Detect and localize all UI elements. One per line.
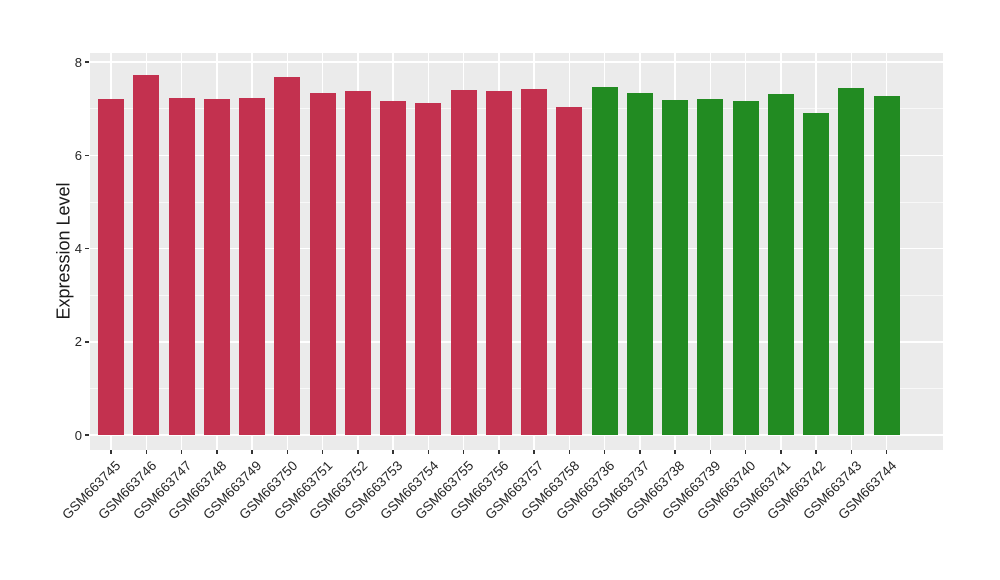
x-tick-mark bbox=[850, 450, 853, 454]
x-tick-mark bbox=[216, 450, 218, 454]
x-tick-mark bbox=[780, 450, 782, 454]
minor-gridline bbox=[90, 387, 943, 389]
bar-GSM663741 bbox=[767, 93, 794, 435]
x-tick-mark bbox=[639, 450, 641, 454]
major-gridline bbox=[90, 247, 943, 250]
x-tick-mark bbox=[568, 450, 571, 454]
y-tick-mark bbox=[85, 341, 89, 343]
y-tick-label: 6 bbox=[74, 147, 82, 163]
bar-GSM663754 bbox=[415, 103, 442, 435]
x-tick-mark bbox=[462, 450, 465, 454]
y-tick-label: 4 bbox=[74, 241, 82, 257]
x-tick-mark bbox=[533, 450, 535, 454]
bar-GSM663744 bbox=[873, 96, 900, 435]
bar-GSM663736 bbox=[591, 86, 618, 435]
bar-GSM663740 bbox=[732, 100, 759, 435]
major-gridline bbox=[90, 341, 943, 343]
bar-GSM663756 bbox=[485, 91, 512, 435]
bar-GSM663751 bbox=[309, 93, 336, 435]
y-tick-mark bbox=[85, 434, 89, 436]
x-tick-mark bbox=[603, 450, 606, 454]
x-tick-mark bbox=[674, 450, 676, 454]
bar-GSM663747 bbox=[168, 97, 195, 435]
plot-panel bbox=[90, 53, 943, 450]
x-tick-mark bbox=[392, 450, 394, 454]
x-tick-mark bbox=[180, 450, 183, 454]
y-tick-mark bbox=[85, 247, 89, 250]
minor-gridline bbox=[90, 294, 943, 296]
minor-gridline bbox=[90, 201, 943, 203]
bar-GSM663743 bbox=[838, 88, 865, 435]
bar-GSM663737 bbox=[626, 93, 653, 435]
bar-GSM663748 bbox=[203, 99, 230, 435]
major-gridline bbox=[90, 434, 943, 436]
bar-GSM663749 bbox=[239, 98, 266, 435]
x-tick-mark bbox=[286, 450, 289, 454]
y-tick-label: 0 bbox=[74, 427, 82, 443]
y-tick-label: 2 bbox=[74, 334, 82, 350]
x-tick-mark bbox=[744, 450, 747, 454]
bar-GSM663746 bbox=[133, 74, 160, 435]
x-tick-mark bbox=[321, 450, 324, 454]
x-tick-mark bbox=[251, 450, 253, 454]
y-tick-mark bbox=[85, 61, 89, 63]
x-tick-mark bbox=[110, 450, 112, 454]
major-gridline bbox=[90, 61, 943, 63]
x-tick-mark bbox=[357, 450, 359, 454]
bar-GSM663758 bbox=[556, 106, 583, 435]
bar-GSM663755 bbox=[450, 90, 477, 435]
y-tick-label: 8 bbox=[74, 54, 82, 70]
bar-GSM663750 bbox=[274, 76, 301, 435]
bar-GSM663739 bbox=[697, 98, 724, 435]
bar-GSM663742 bbox=[803, 112, 830, 435]
x-tick-mark bbox=[145, 450, 148, 454]
bar-GSM663753 bbox=[380, 100, 407, 435]
y-tick-mark bbox=[85, 154, 89, 157]
major-gridline bbox=[90, 154, 943, 157]
x-tick-mark bbox=[427, 450, 430, 454]
x-tick-mark bbox=[709, 450, 712, 454]
bar-GSM663738 bbox=[662, 99, 689, 435]
x-tick-mark bbox=[498, 450, 500, 454]
x-tick-mark bbox=[815, 450, 817, 454]
minor-gridline bbox=[90, 108, 943, 110]
bar-GSM663745 bbox=[98, 99, 125, 435]
x-tick-mark bbox=[885, 450, 888, 454]
bar-GSM663752 bbox=[344, 91, 371, 435]
bar-GSM663757 bbox=[521, 89, 548, 435]
